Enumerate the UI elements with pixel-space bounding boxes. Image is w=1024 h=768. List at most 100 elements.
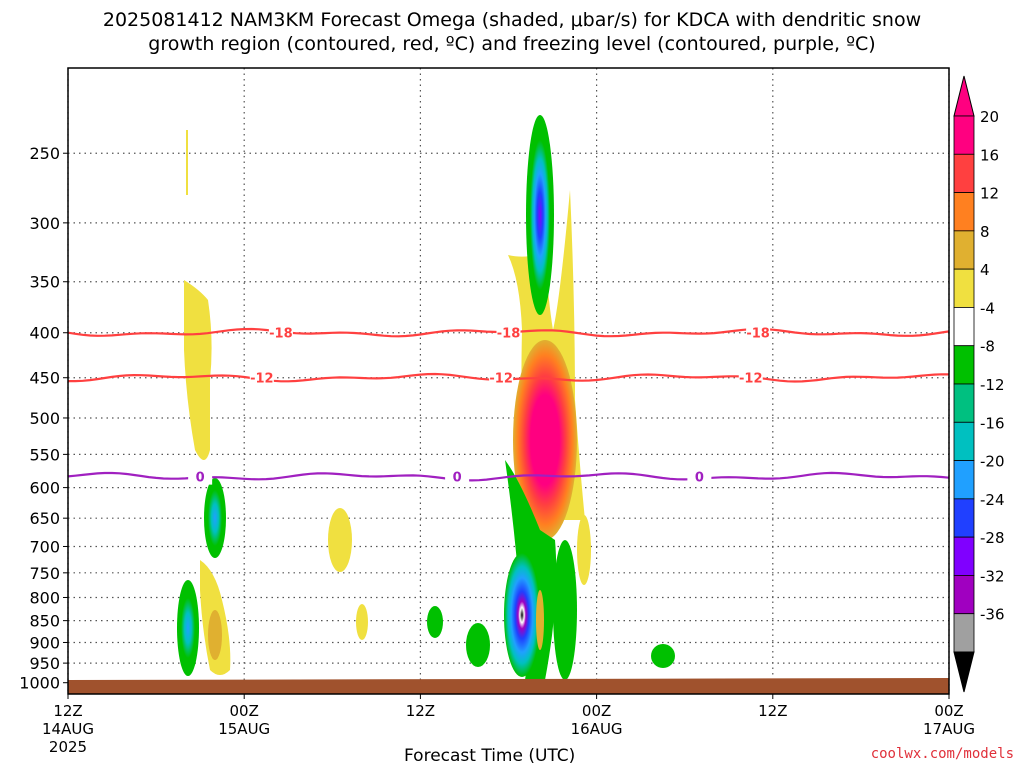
y-tick-label: 300 [29, 214, 60, 233]
colorbar-label: 8 [980, 223, 990, 241]
weak-subsidence-area [577, 515, 591, 585]
colorbar-swatch [953, 115, 975, 155]
y-tick-label: 1000 [19, 674, 60, 693]
weak-subsidence-area [328, 508, 352, 572]
low-updraft-core [181, 598, 195, 658]
isotherm-label-bg [249, 369, 274, 386]
terrain [68, 678, 949, 694]
y-tick-label: 250 [29, 144, 60, 163]
isotherm-label-bg [687, 468, 712, 485]
colorbar-label: -16 [980, 414, 1005, 432]
isotherm-line [68, 471, 949, 482]
isotherm-label: -18 [497, 327, 521, 342]
colorbar-swatch [953, 536, 975, 576]
x-tick-date: 14AUG [42, 720, 94, 738]
y-tick-label: 800 [29, 588, 60, 607]
colorbar-label: -24 [980, 491, 1005, 509]
weak-subsidence-area [208, 610, 222, 660]
isotherm-label-bg [188, 468, 213, 485]
x-tick-label: 12Z [53, 702, 82, 720]
weak-subsidence-area [184, 280, 212, 460]
strong-subsidence [513, 340, 577, 540]
y-tick-label: 550 [29, 445, 60, 464]
x-tick-date: 16AUG [571, 720, 623, 738]
weak-updraft-area [427, 606, 443, 638]
colorbar-swatch [953, 613, 975, 653]
weak-updraft-area [466, 623, 490, 667]
upper-updraft-core [530, 140, 550, 290]
colorbar-swatch [953, 153, 975, 193]
isotherm-label: -12 [489, 372, 513, 387]
low-level-updraft-core [504, 553, 540, 677]
colorbar-label: 20 [980, 108, 999, 126]
colorbar-swatch [953, 192, 975, 232]
x-tick-label: 12Z [758, 702, 787, 720]
y-tick-label: 400 [29, 324, 60, 343]
colorbar-swatch [953, 575, 975, 615]
y-tick-label: 950 [29, 654, 60, 673]
isotherm-label: -12 [739, 372, 763, 387]
colorbar-swatch [953, 460, 975, 500]
y-tick-label: 600 [29, 479, 60, 498]
isotherm-label-bg [746, 324, 771, 341]
colorbar-label: -36 [980, 606, 1005, 624]
colorbar-bottom-arrow [953, 651, 975, 693]
colorbar-label: -12 [980, 376, 1005, 394]
y-axis: 250 300 350 400 450 500 550 600 650 700 750 800 850 9… [19, 144, 68, 693]
colorbar-label: -32 [980, 567, 1005, 585]
x-axis-title: Forecast Time (UTC) [404, 746, 576, 766]
x-tick-label: 00Z [582, 702, 611, 720]
isotherm-label-bg [489, 369, 514, 386]
isotherm-label-bg [268, 324, 293, 341]
weak-subsidence-area [186, 130, 188, 195]
colorbar-swatch [953, 383, 975, 423]
credit-text: coolwx.com/models [870, 746, 1014, 762]
y-tick-label: 350 [29, 273, 60, 292]
colorbar-swatch [953, 230, 975, 270]
omega-shading [177, 115, 675, 680]
y-tick-label: 900 [29, 633, 60, 652]
chart-title-line1: 2025081412 NAM3KM Forecast Omega (shaded… [102, 9, 922, 31]
isotherm-label-bg [496, 324, 521, 341]
low-level-updraft [553, 540, 577, 680]
isotherm-label: -12 [250, 372, 274, 387]
isotherm-label: 0 [453, 471, 462, 486]
x-tick-year: 2025 [49, 738, 87, 756]
chart-title-line2: growth region (contoured, red, ºC) and f… [148, 33, 876, 55]
x-tick-label: 00Z [230, 702, 259, 720]
colorbar-label: 16 [980, 146, 999, 164]
y-tick-label: 450 [29, 369, 60, 388]
isotherm-labels: -18 -18 -18 -12 -12 -12 0 0 0 [188, 324, 771, 486]
x-tick-label: 12Z [406, 702, 435, 720]
x-tick-label: 00Z [934, 702, 963, 720]
y-tick-label: 650 [29, 509, 60, 528]
colorbar-label: -8 [980, 338, 995, 356]
weak-updraft-area [651, 644, 675, 668]
isotherm-label: 0 [695, 471, 704, 486]
weak-subsidence-area [356, 604, 368, 640]
isotherm-label: -18 [269, 327, 293, 342]
isotherm-label: -18 [746, 327, 770, 342]
y-tick-label: 500 [29, 409, 60, 428]
colorbar-label: -20 [980, 453, 1005, 471]
y-tick-label: 750 [29, 564, 60, 583]
colorbar-swatch [953, 307, 975, 347]
isotherm-label-bg [445, 468, 470, 485]
colorbar-swatch [953, 498, 975, 538]
early-updraft-core [208, 490, 222, 546]
colorbar-top-arrow [953, 75, 975, 117]
y-tick-label: 850 [29, 612, 60, 631]
isotherm-label: 0 [196, 471, 205, 486]
colorbar-label: -28 [980, 529, 1005, 547]
weak-subsidence-area [536, 590, 544, 650]
colorbar-label: -4 [980, 299, 995, 317]
x-tick-date: 15AUG [218, 720, 270, 738]
plot-frame [67, 67, 950, 695]
colorbar-label: 12 [980, 185, 999, 203]
colorbar-swatch [953, 421, 975, 461]
colorbar: 20 16 12 8 4 -4 -8 -12 -16 -20 -24 -28 -32 -36 [953, 75, 1005, 693]
y-tick-label: 700 [29, 537, 60, 556]
x-tick-date: 17AUG [923, 720, 975, 738]
